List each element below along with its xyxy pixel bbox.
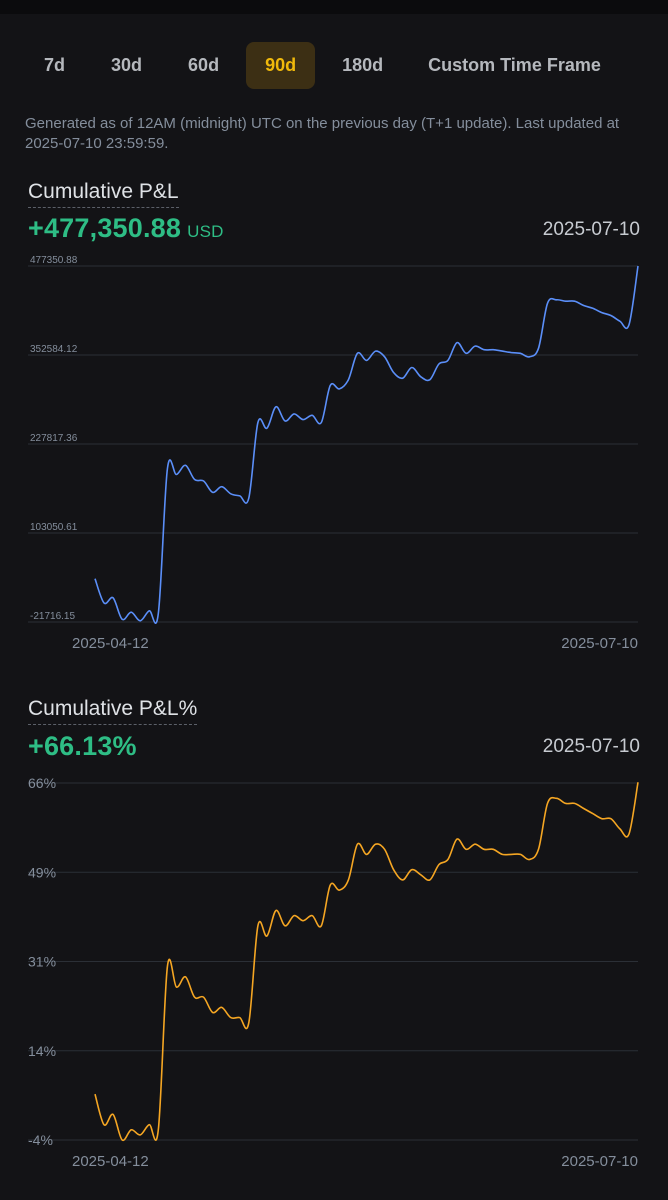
update-note: Generated as of 12AM (midnight) UTC on t… [25, 115, 620, 152]
pnl-pct-value: +66.13% [28, 731, 137, 761]
tab-60d[interactable]: 60d [188, 54, 220, 75]
y-tick-label: 31% [28, 954, 56, 970]
tab-180d[interactable]: 180d [342, 54, 384, 75]
tab-custom-time-frame[interactable]: Custom Time Frame [428, 54, 601, 75]
pnl-chart[interactable]: 477350.88 352584.12 227817.36 103050.61 -217… [0, 250, 668, 652]
pnl-title[interactable]: Cumulative P&L [28, 180, 179, 208]
pnl-date: 2025-07-10 [542, 219, 640, 240]
series-line [94, 265, 639, 624]
x-start-label: 2025-04-12 [72, 635, 149, 652]
y-tick-label: -21716.15 [30, 611, 75, 622]
time-range-tabs: 7d 30d 60d 90d 180d Custom Time Frame [25, 41, 627, 89]
pnl-value: +477,350.88 USD [28, 213, 224, 244]
tab-30d[interactable]: 30d [111, 54, 143, 75]
y-tick-label: 352584.12 [30, 344, 78, 355]
y-tick-label: 14% [28, 1043, 56, 1059]
x-end-label: 2025-07-10 [561, 635, 638, 652]
y-tick-label: 227817.36 [30, 433, 78, 444]
pnl-amount: +477,350.88 [28, 213, 182, 243]
pnl-pct-date: 2025-07-10 [542, 736, 640, 757]
pnl-unit: USD [187, 222, 224, 241]
tab-7d[interactable]: 7d [44, 54, 66, 75]
pnl-pct-chart[interactable]: 66% 49% 31% 14% -4% 2025-04-12 2025-07-10 [0, 768, 668, 1188]
x-start-label: 2025-04-12 [72, 1153, 149, 1170]
y-tick-label: 103050.61 [30, 522, 78, 533]
y-tick-label: -4% [28, 1132, 53, 1148]
pnl-pct-title[interactable]: Cumulative P&L% [28, 697, 198, 725]
y-tick-label: 66% [28, 775, 56, 791]
status-strip [0, 0, 668, 14]
series-line [94, 782, 639, 1142]
y-tick-label: 49% [28, 864, 56, 880]
tab-90d[interactable]: 90d [246, 41, 316, 89]
x-end-label: 2025-07-10 [561, 1153, 638, 1170]
y-tick-label: 477350.88 [30, 255, 78, 266]
